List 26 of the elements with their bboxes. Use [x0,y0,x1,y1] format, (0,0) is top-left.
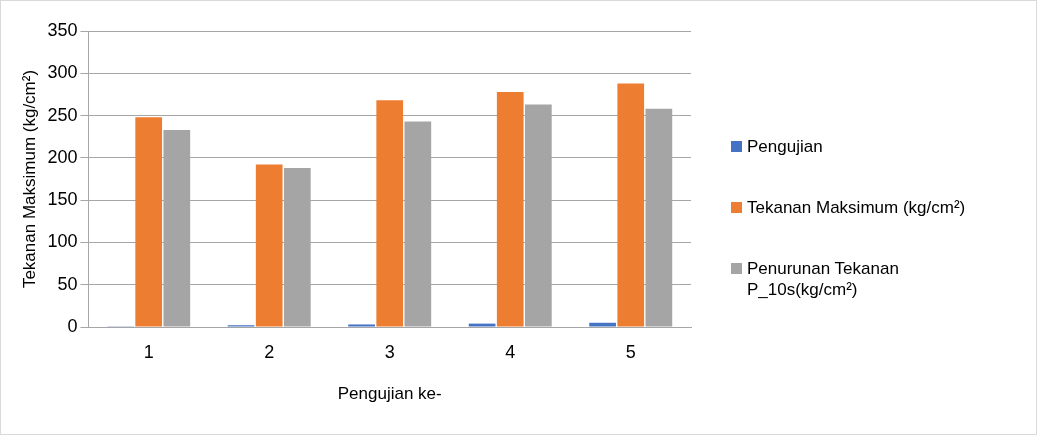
y-axis-title: Tekanan Maksimum (kg/cm²) [19,69,39,289]
bar [468,323,496,327]
legend-label: Pengujian [747,135,823,157]
bar [496,91,524,327]
bar [617,83,645,327]
bar [348,324,375,327]
x-tick-label: 4 [505,341,516,362]
bar [135,117,163,327]
legend-label: Tekanan Maksimum (kg/cm²) [747,196,966,218]
bar [376,100,404,327]
x-axis-title: Pengujian ke- [337,384,442,404]
y-tick-label: 50 [57,273,78,294]
y-tick-label: 300 [47,62,78,83]
x-tick-label: 2 [264,341,275,362]
y-tick-label: 0 [67,315,78,336]
bar [589,322,616,327]
y-tick-label: 100 [47,231,78,252]
x-tick-label: 1 [143,341,154,362]
y-tick-label: 200 [47,146,78,167]
y-tick-label: 250 [47,104,78,125]
x-tick-label: 5 [625,341,636,362]
y-tick-label: 350 [47,19,78,40]
bar [255,164,283,327]
legend-label: Penurunan Tekanan P_10s(kg/cm²) [747,257,900,300]
y-tick-label: 150 [47,189,78,210]
x-tick-label: 3 [384,341,395,362]
